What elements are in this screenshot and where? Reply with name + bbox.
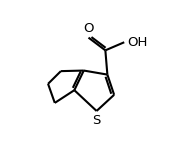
Text: OH: OH <box>127 36 148 49</box>
Text: S: S <box>92 114 101 127</box>
Text: O: O <box>83 22 94 35</box>
